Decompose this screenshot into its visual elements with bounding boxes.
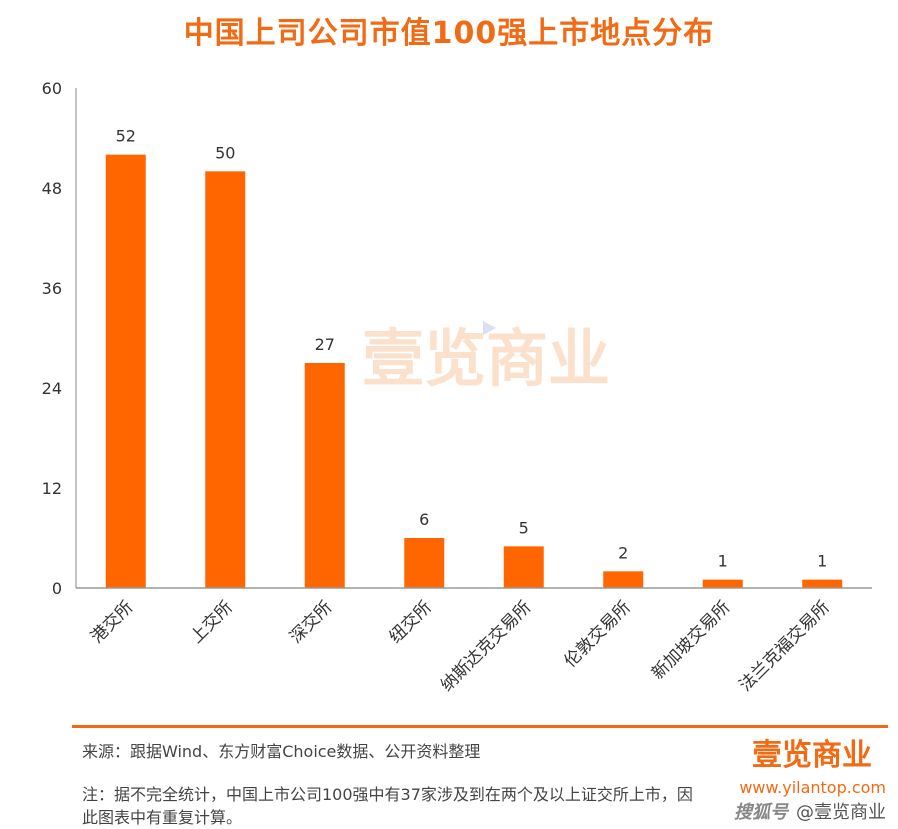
- bar: [404, 538, 445, 588]
- x-tick-label: 新加坡交易所: [648, 597, 734, 683]
- watermark-text: 壹览商业: [362, 322, 610, 395]
- y-axis: 0 12 24 36 48 60: [42, 79, 77, 598]
- x-tick-label: 港交所: [87, 597, 137, 647]
- data-label: 1: [718, 552, 728, 571]
- y-tick-label: 60: [42, 79, 62, 98]
- chart-title: 中国上司公司市值100强上市地点分布: [183, 16, 715, 51]
- bar: [702, 579, 743, 588]
- x-tick-label: 上交所: [187, 597, 237, 647]
- data-label: 52: [116, 127, 136, 146]
- data-label: 5: [519, 518, 529, 537]
- brand-account-name: @壹览商业: [796, 802, 886, 823]
- data-label: 50: [215, 143, 235, 162]
- sohu-logo: 搜狐号: [734, 802, 788, 823]
- data-label: 27: [315, 335, 335, 354]
- x-tick-label: 法兰克福交易所: [735, 597, 833, 695]
- bar: [503, 546, 544, 588]
- y-tick-label: 24: [42, 379, 62, 398]
- x-tick-label: 纽交所: [386, 597, 436, 647]
- bar: [603, 571, 644, 588]
- bar: [105, 154, 146, 588]
- data-label: 1: [817, 552, 827, 571]
- brand-logo: 壹览商业: [752, 738, 872, 773]
- bar: [205, 171, 246, 589]
- y-tick-label: 36: [42, 279, 62, 298]
- y-tick-label: 48: [42, 179, 62, 198]
- bar: [304, 363, 345, 588]
- x-tick-label: 纳斯达克交易所: [437, 597, 535, 695]
- data-label: 6: [419, 510, 429, 529]
- note-text: 注：据不完全统计，中国上市公司100强中有37家涉及到在两个及以上证交所上市，因…: [82, 785, 693, 827]
- brand-account: 搜狐号 @壹览商业: [734, 798, 886, 824]
- x-axis: 港交所 上交所 深交所 纽交所 纳斯达克交易所 伦敦交易所 新加坡交易所 法兰克福交易所: [76, 587, 872, 696]
- data-label: 2: [618, 543, 628, 562]
- bar: [802, 579, 843, 588]
- y-tick-label: 12: [42, 479, 62, 498]
- watermark-play-icon: [483, 321, 496, 335]
- x-tick-label: 深交所: [286, 597, 336, 647]
- x-tick-label: 伦敦交易所: [561, 597, 635, 671]
- source-text: 来源：跟据Wind、东方财富Choice数据、公开资料整理: [82, 742, 481, 761]
- footer-divider: [72, 725, 888, 728]
- y-tick-label: 0: [52, 579, 62, 598]
- brand-url-link[interactable]: www.yilantop.com: [739, 778, 886, 797]
